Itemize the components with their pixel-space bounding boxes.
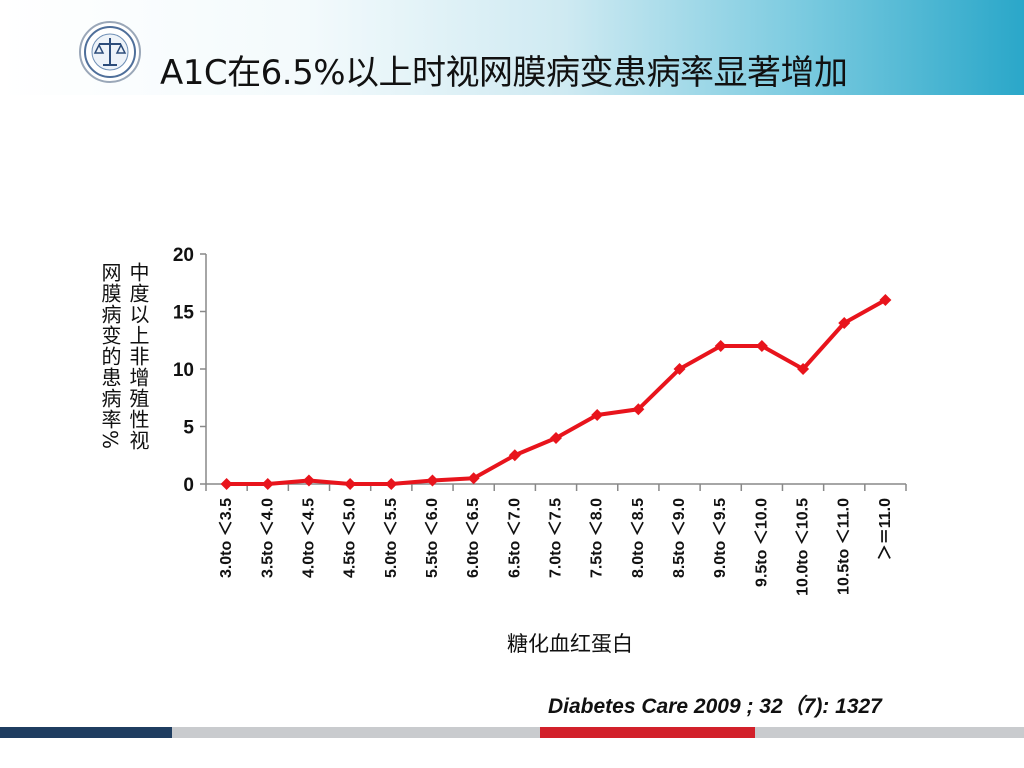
y-axis-label-line2: 网膜病变的患病率% [98, 262, 122, 451]
footer-bar-red [540, 727, 755, 738]
data-point [508, 449, 521, 462]
y-tick-label: 15 [173, 303, 195, 324]
slide-title: A1C在6.5%以上时视网膜病变患病率显著增加 [160, 53, 848, 93]
y-axis-label: 中度以上非增殖性视 网膜病变的患病率% [92, 262, 152, 502]
data-point [550, 432, 562, 444]
data-point [344, 478, 357, 490]
data-point [879, 294, 892, 306]
x-tick-label: 5.0to ＜5.5 [383, 498, 400, 578]
x-tick-label: 3.5to ＜4.0 [259, 498, 276, 578]
data-point [632, 403, 645, 416]
data-point [714, 340, 727, 352]
x-tick-label: 10.0to ＜10.5 [795, 498, 812, 596]
x-tick-label: 7.0to ＜7.5 [548, 498, 565, 578]
data-point [261, 478, 274, 490]
data-point [385, 478, 398, 490]
data-point [673, 363, 686, 375]
y-tick-label: 5 [183, 418, 194, 439]
y-ticks: 0 5 10 15 20 [173, 245, 206, 496]
data-point [591, 409, 604, 421]
x-tick-label: 9.0to ＜9.5 [712, 498, 729, 578]
header-band [0, 0, 1024, 95]
x-tick-label: 10.5to ＜11.0 [836, 498, 853, 595]
data-point [426, 474, 439, 487]
footer-bar-gray-right [755, 727, 1024, 738]
x-tick-label: 7.5to ＜8.0 [589, 498, 606, 578]
chart-series [220, 294, 892, 490]
citation: Diabetes Care 2009 ; 32（7): 1327 [548, 695, 882, 718]
data-point [838, 317, 851, 329]
y-tick-label: 0 [183, 475, 194, 496]
x-tick-label: 8.0to ＜8.5 [630, 498, 647, 578]
x-tick-label: 9.5to ＜10.0 [753, 498, 770, 587]
x-tick-label: 3.0to ＜3.5 [218, 498, 235, 578]
data-point [302, 474, 315, 487]
data-point [755, 340, 768, 352]
footer-bar-gray-left [172, 727, 540, 738]
y-tick-label: 10 [173, 360, 194, 381]
y-tick-label: 20 [173, 245, 194, 266]
x-ticks: 3.0to ＜3.5 3.5to ＜4.0 4.0to ＜4.5 4.5to ＜5.0… [205, 484, 907, 596]
x-axis-label: 糖化血红蛋白 [507, 632, 633, 656]
y-axis-label-line1: 中度以上非增殖性视 [126, 262, 150, 451]
logo-scales-icon [79, 21, 141, 83]
x-tick-label: 4.5to ＜5.0 [342, 498, 359, 578]
x-tick-label: 4.0to ＜4.5 [300, 498, 317, 578]
x-tick-label: 6.0to ＜6.5 [465, 498, 482, 578]
data-point [220, 478, 233, 490]
data-point [797, 363, 810, 375]
x-tick-label: 8.5to ＜9.0 [671, 498, 688, 578]
data-point [467, 472, 480, 485]
footer-bar-navy [0, 727, 172, 738]
x-tick-label: 5.5to ＜6.0 [424, 498, 441, 578]
series-line [226, 298, 887, 486]
x-tick-label: ＞＝11.0 [877, 498, 894, 560]
x-tick-label: 6.5to ＜7.0 [506, 498, 523, 578]
